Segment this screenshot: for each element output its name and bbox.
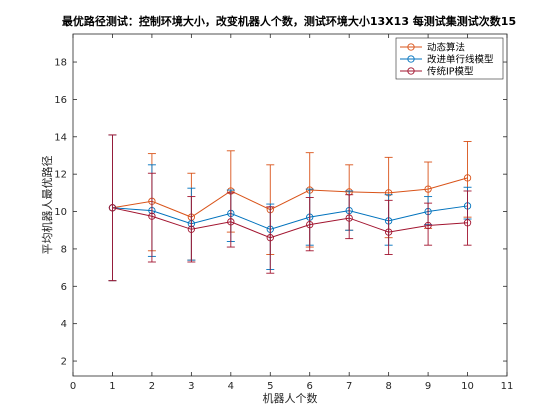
y-tick-label: 6 [61, 282, 67, 293]
series-line [112, 205, 468, 230]
legend-entry: 改进单行线模型 [427, 54, 494, 66]
y-tick-label: 12 [54, 170, 67, 181]
axes-box [72, 33, 508, 377]
data-point [187, 225, 196, 233]
y-tick-label: 10 [54, 207, 67, 218]
y-tick-label: 8 [61, 244, 67, 255]
legend-entry: 动态算法 [427, 42, 465, 54]
data-point [384, 228, 393, 236]
y-axis: 2 4 6 8 10 12 14 16 18 [54, 58, 507, 368]
data-point [108, 204, 117, 212]
x-tick-label: 10 [461, 381, 474, 392]
data-point [227, 218, 235, 226]
y-axis-label: 平均机器人最优路径 [40, 156, 54, 255]
legend-marker [407, 43, 415, 51]
x-axis-label: 机器人个数 [263, 391, 318, 405]
y-tick-label: 14 [54, 132, 67, 143]
series-line [112, 177, 468, 218]
x-tick-label: 8 [385, 381, 391, 392]
x-tick-label: 2 [149, 381, 155, 392]
data-point [148, 212, 156, 220]
series-3 [108, 134, 472, 282]
y-tick-label: 2 [61, 357, 67, 368]
y-tick-label: 18 [54, 58, 67, 69]
y-tick-label: 4 [61, 319, 67, 330]
data-point [463, 219, 472, 227]
data-point [345, 214, 353, 222]
legend-marker [407, 55, 415, 63]
series-line [112, 207, 468, 239]
y-tick-label: 16 [54, 95, 67, 106]
x-tick-label: 7 [346, 381, 352, 392]
x-tick-label: 4 [228, 381, 234, 392]
x-tick-label: 9 [425, 381, 431, 392]
x-tick-label: 6 [307, 381, 313, 392]
series-layer [108, 134, 472, 282]
data-point [424, 221, 432, 230]
legend-entry: 传统IP模型 [427, 66, 474, 78]
data-point [266, 234, 274, 242]
data-point [463, 174, 472, 182]
plot-area [73, 34, 507, 376]
x-tick-label: 3 [188, 381, 194, 392]
x-axis: 0 1 2 3 4 5 6 7 8 9 10 11 [70, 34, 514, 392]
chart-title: 最优路径测试：控制环境大小，改变机器人个数，测试环境大小13X13 每测试集测试… [62, 14, 516, 28]
data-point [306, 220, 314, 229]
data-point [424, 185, 432, 193]
x-tick-label: 0 [70, 381, 76, 392]
x-tick-label: 5 [267, 381, 273, 392]
legend-marker [407, 67, 415, 75]
x-tick-label: 1 [109, 381, 115, 392]
x-tick-label: 11 [501, 381, 514, 392]
